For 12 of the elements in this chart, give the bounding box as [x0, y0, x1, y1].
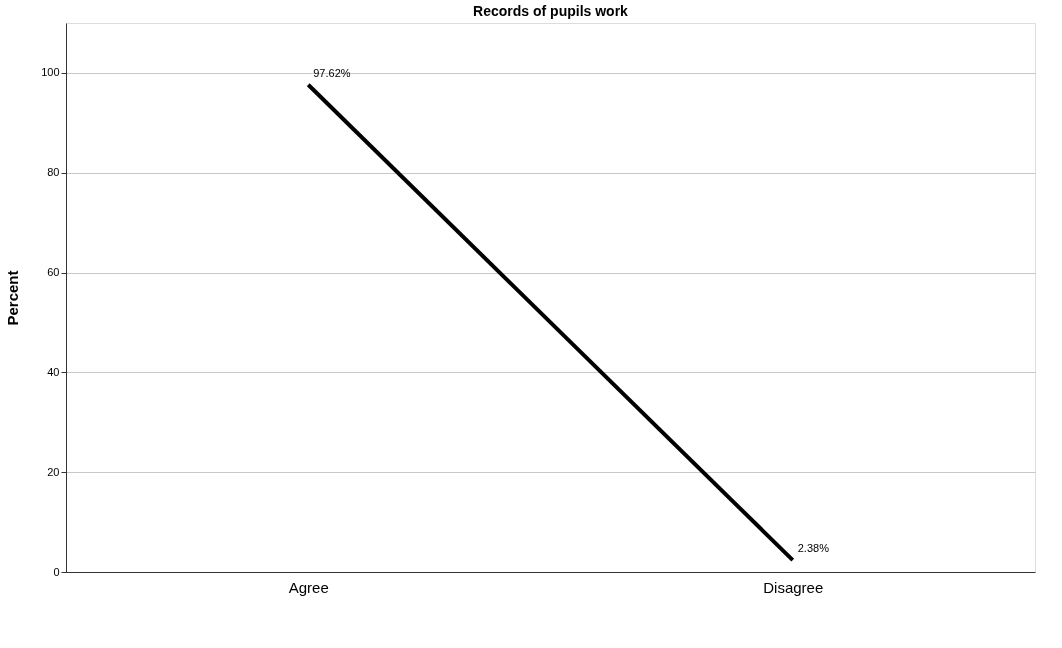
x-tick-label: Agree — [288, 578, 329, 596]
data-label: 2.38% — [797, 542, 830, 555]
data-label: 97.62% — [313, 66, 351, 79]
y-tick-label: 0 — [53, 565, 60, 578]
y-tick-label: 80 — [47, 166, 60, 179]
y-axis-title: Percent — [4, 270, 22, 326]
x-tick-label: Disagree — [763, 578, 824, 596]
y-tick-label: 100 — [41, 66, 60, 79]
y-tick-label: 60 — [47, 266, 60, 279]
chart-title: Records of pupils work — [473, 3, 629, 19]
y-tick-label: 40 — [47, 365, 60, 378]
y-tick-label: 20 — [47, 465, 60, 478]
